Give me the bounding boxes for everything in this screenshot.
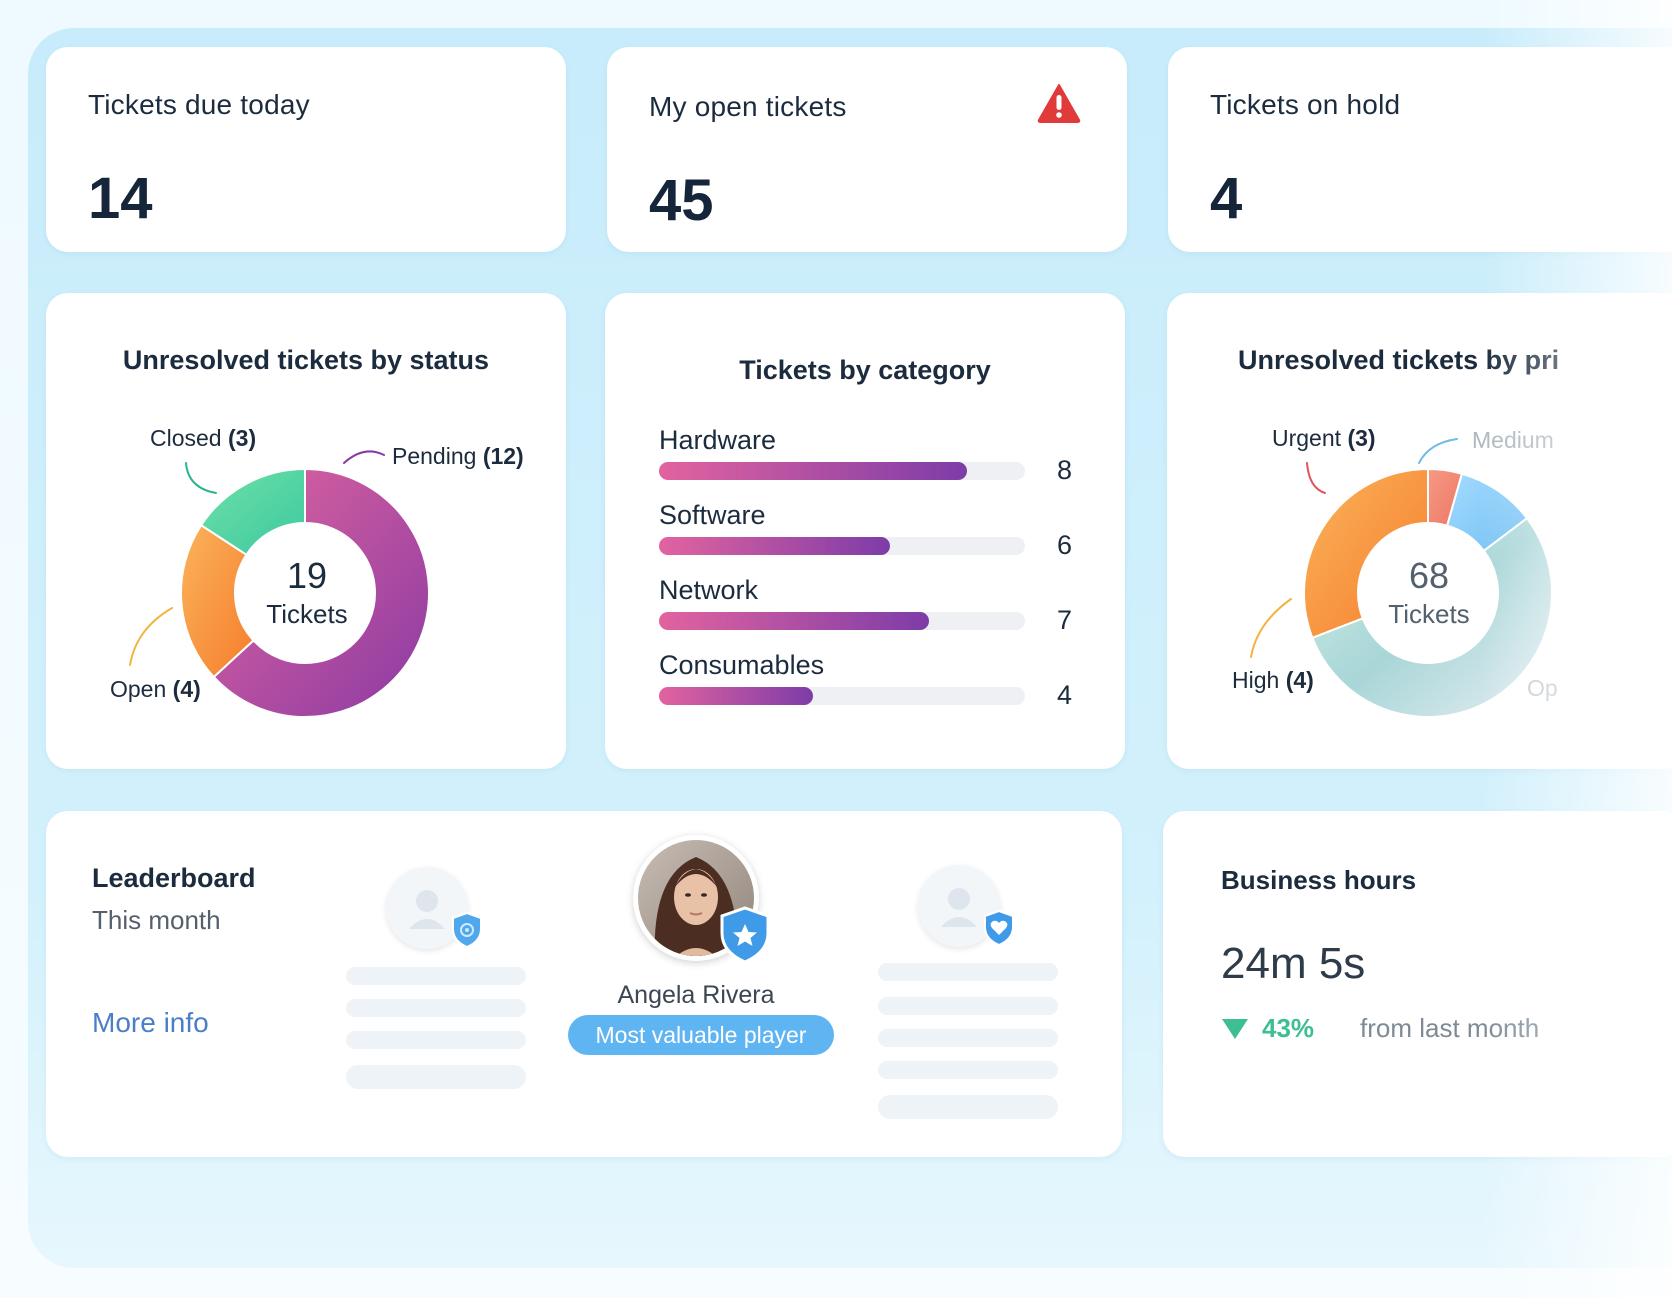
chart-title: Tickets by category	[739, 355, 991, 385]
leaderboard-subtitle: This month	[92, 905, 221, 935]
kpi-card-due-today[interactable]: Tickets due today 14	[46, 47, 566, 252]
kpi-card-my-open[interactable]: My open tickets 45	[607, 47, 1127, 252]
legend-high: High (4)	[1232, 667, 1314, 693]
business-hours-card[interactable]: Business hours 24m 5s 43% from last mont…	[1163, 811, 1672, 1157]
category-bar-track	[659, 537, 1025, 555]
donut-center: 19 Tickets	[237, 555, 377, 630]
kpi-value: 45	[649, 168, 714, 233]
business-hours-value: 24m 5s	[1221, 939, 1366, 988]
donut-slice-closed[interactable]	[199, 467, 306, 557]
donut-center: 68 Tickets	[1359, 555, 1499, 630]
donut-total: 68	[1408, 555, 1450, 596]
category-value: 8	[1057, 455, 1073, 485]
donut-slice-high[interactable]	[1303, 467, 1429, 640]
winner-name: Angela Rivera	[617, 981, 775, 1009]
kpi-value: 14	[88, 166, 153, 231]
user-icon	[409, 890, 445, 929]
status-chart-card[interactable]: Unresolved tickets by status 19 Tickets …	[46, 293, 566, 769]
leader-line-high	[1250, 598, 1292, 658]
donut-total-label: Tickets	[266, 599, 348, 629]
legend-other: Op	[1527, 675, 1558, 701]
category-label: Consumables	[659, 650, 825, 680]
leaderboard-title: Leaderboard	[92, 863, 256, 893]
skeleton-line	[878, 1061, 1058, 1079]
legend-urgent: Urgent (3)	[1272, 425, 1376, 451]
category-bar-network[interactable]	[659, 612, 929, 630]
mvp-badge: Most valuable player	[568, 1015, 834, 1055]
kpi-title: My open tickets	[649, 91, 847, 122]
category-bar-track	[659, 687, 1025, 705]
skeleton-line	[346, 967, 526, 985]
category-value: 6	[1057, 530, 1073, 560]
leader-line-closed	[185, 462, 217, 494]
category-value: 4	[1057, 680, 1073, 710]
user-icon	[941, 888, 977, 927]
priority-chart-card[interactable]: Unresolved tickets by pri 68 Tickets Urg…	[1167, 293, 1672, 769]
skeleton-line	[346, 999, 526, 1017]
star-badge-icon	[720, 906, 770, 964]
donut-slice-pending[interactable]	[212, 467, 430, 718]
category-label: Hardware	[659, 425, 777, 455]
target-badge-icon	[452, 911, 482, 949]
winner-avatar	[633, 835, 759, 961]
more-info-link[interactable]: More info	[92, 1007, 209, 1038]
legend-pending: Pending (12)	[392, 443, 524, 469]
legend-open: Open (4)	[110, 676, 201, 702]
avatar-portrait	[638, 840, 754, 956]
category-bar-track	[659, 612, 1025, 630]
warning-icon	[1037, 84, 1081, 123]
priority-donut-chart	[1250, 438, 1553, 718]
category-bar-track	[659, 462, 1025, 480]
category-bar-consumables[interactable]	[659, 687, 814, 705]
legend-closed: Closed (3)	[150, 425, 257, 451]
category-label: Software	[659, 500, 766, 530]
business-hours-change: 43%	[1262, 1013, 1315, 1043]
category-bar-hardware[interactable]	[659, 462, 968, 480]
business-hours-title: Business hours	[1221, 865, 1417, 895]
category-chart-card[interactable]: Tickets by category Hardware 8 Software 6 Ne…	[605, 293, 1125, 769]
leaderboard-card[interactable]: Leaderboard This month More info	[46, 811, 1122, 1157]
trend-down-icon	[1222, 1019, 1248, 1039]
skeleton-line	[346, 1031, 526, 1049]
donut-total: 19	[286, 555, 328, 596]
legend-medium: Medium	[1472, 427, 1554, 453]
category-value: 7	[1057, 605, 1073, 635]
skeleton-line	[878, 1095, 1058, 1119]
kpi-card-on-hold[interactable]: Tickets on hold 4	[1168, 47, 1672, 252]
status-donut-chart	[129, 450, 430, 718]
chart-title: Unresolved tickets by status	[122, 345, 490, 375]
leader-line-pending	[343, 450, 385, 464]
skeleton-line	[878, 1029, 1058, 1047]
leader-line-medium	[1418, 438, 1458, 464]
kpi-title: Tickets on hold	[1210, 89, 1401, 120]
skeleton-line	[878, 963, 1058, 981]
skeleton-line	[346, 1065, 526, 1089]
kpi-value: 4	[1210, 166, 1243, 231]
donut-total-label: Tickets	[1388, 599, 1470, 629]
business-hours-caption: from last month	[1360, 1013, 1540, 1043]
leader-line-urgent	[1306, 462, 1326, 494]
heart-badge-icon	[984, 909, 1014, 947]
category-bar-software[interactable]	[659, 537, 891, 555]
kpi-title: Tickets due today	[88, 89, 310, 120]
skeleton-line	[878, 997, 1058, 1015]
category-label: Network	[659, 575, 759, 605]
leader-line-open	[129, 607, 173, 666]
